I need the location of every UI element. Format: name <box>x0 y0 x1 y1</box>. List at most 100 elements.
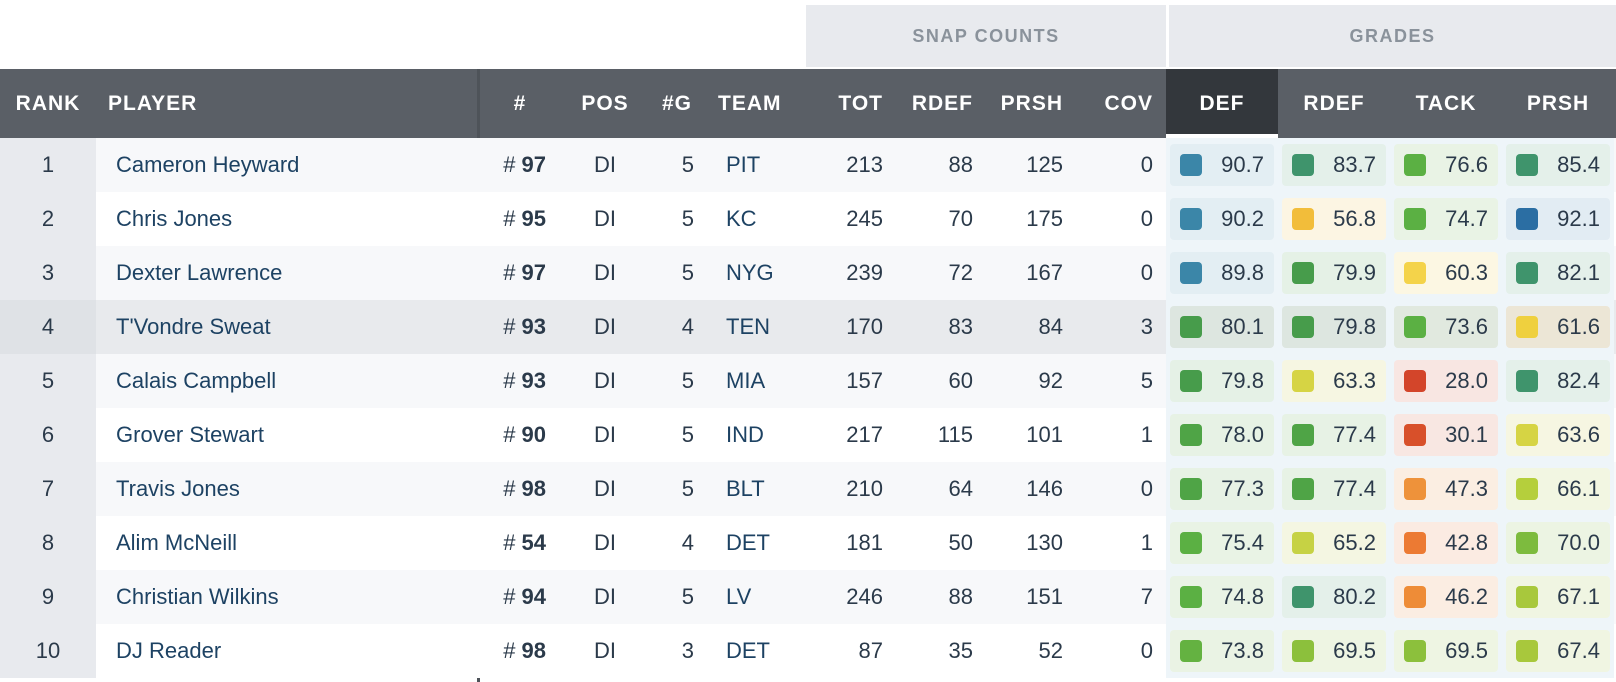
table-row[interactable]: 4 T'Vondre Sweat #93 DI 4 TEN 170 83 84 3 80.1 79.8… <box>0 300 1616 354</box>
grade-def-value: 74.8 <box>1221 584 1264 609</box>
table-row[interactable]: 2 Chris Jones #95 DI 5 KC 245 70 175 0 90.2 56.8 74.… <box>0 192 1616 246</box>
table-row[interactable]: 7 Travis Jones #98 DI 5 BLT 210 64 146 0 77.3 77.4 4… <box>0 462 1616 516</box>
player-name-link[interactable]: Alim McNeill <box>116 530 237 555</box>
grade-color-swatch-icon <box>1180 586 1202 608</box>
player-name-link[interactable]: Chris Jones <box>116 206 233 231</box>
position-cell: DI <box>594 206 616 231</box>
grade-color-swatch-icon <box>1404 262 1426 284</box>
player-name-link[interactable]: Travis Jones <box>116 476 240 501</box>
player-name-link[interactable]: Calais Campbell <box>116 368 277 393</box>
team-link[interactable]: TEN <box>726 314 770 339</box>
team-link[interactable]: LV <box>726 584 752 609</box>
snaps-prsh-cell: 146 <box>1026 476 1063 501</box>
player-name-link[interactable]: DJ Reader <box>116 638 222 663</box>
grade-prsh-value: 82.4 <box>1557 368 1600 393</box>
player-name-link[interactable]: Christian Wilkins <box>116 584 279 609</box>
rank-cell: 7 <box>0 462 96 516</box>
col-header-grade-prsh[interactable]: PRSH <box>1526 91 1590 115</box>
grade-color-swatch-icon <box>1516 586 1538 608</box>
column-header-row: RANK PLAYER # POS #G TEAM TOT RDEF PRSH … <box>0 69 1616 138</box>
jersey-hash: # <box>503 206 516 231</box>
grade-color-swatch-icon <box>1292 370 1314 392</box>
snaps-prsh-cell: 175 <box>1026 206 1063 231</box>
grade-tack-pill: 46.2 <box>1394 576 1498 618</box>
jersey-number-value: 90 <box>521 422 546 447</box>
table-row[interactable]: 10 DJ Reader #98 DI 3 DET 87 35 52 0 73.8 69.5 69.5 6… <box>0 624 1616 678</box>
team-link[interactable]: IND <box>726 422 764 447</box>
grade-color-swatch-icon <box>1404 208 1426 230</box>
col-header-tot[interactable]: TOT <box>838 91 883 115</box>
grade-prsh-pill: 92.1 <box>1506 198 1610 240</box>
grade-prsh-pill: 70.0 <box>1506 522 1610 564</box>
col-header-cov[interactable]: COV <box>1104 91 1153 115</box>
snaps-total-cell: 213 <box>846 152 883 177</box>
grade-tack-pill: 42.8 <box>1394 522 1498 564</box>
team-link[interactable]: KC <box>726 206 757 231</box>
player-name-link[interactable]: Cameron Heyward <box>116 152 300 177</box>
grade-def-value: 90.7 <box>1221 152 1264 177</box>
grade-color-swatch-icon <box>1292 424 1314 446</box>
grade-color-swatch-icon <box>1516 478 1538 500</box>
player-name-link[interactable]: Dexter Lawrence <box>116 260 283 285</box>
grade-prsh-pill: 82.4 <box>1506 360 1610 402</box>
grade-prsh-value: 63.6 <box>1557 422 1600 447</box>
grade-def-value: 79.8 <box>1221 368 1264 393</box>
team-link[interactable]: DET <box>726 638 770 663</box>
grade-def-value: 89.8 <box>1221 260 1264 285</box>
col-header-rank[interactable]: RANK <box>15 91 81 115</box>
col-header-pos[interactable]: POS <box>581 91 629 115</box>
games-cell: 5 <box>681 206 694 231</box>
grade-color-swatch-icon <box>1292 586 1314 608</box>
games-cell: 5 <box>681 260 694 285</box>
grade-color-swatch-icon <box>1404 424 1426 446</box>
col-header-team[interactable]: TEAM <box>718 91 782 115</box>
snaps-rdef-cell: 70 <box>948 206 973 231</box>
table-row[interactable]: 5 Calais Campbell #93 DI 5 MIA 157 60 92 5 79.8 63.… <box>0 354 1616 408</box>
snaps-prsh-cell: 101 <box>1026 422 1063 447</box>
col-header-prsh[interactable]: PRSH <box>1000 91 1063 115</box>
position-cell: DI <box>594 260 616 285</box>
grade-rdef-pill: 77.4 <box>1282 414 1386 456</box>
jersey-hash: # <box>503 584 516 609</box>
table-row[interactable]: 8 Alim McNeill #54 DI 4 DET 181 50 130 1 75.4 65.2 4… <box>0 516 1616 570</box>
player-name-link[interactable]: T'Vondre Sweat <box>116 314 271 339</box>
jersey-hash: # <box>503 638 516 663</box>
position-cell: DI <box>594 530 616 555</box>
grade-def-value: 77.3 <box>1221 476 1264 501</box>
games-cell: 3 <box>681 638 694 663</box>
position-cell: DI <box>594 584 616 609</box>
team-link[interactable]: BLT <box>726 476 765 501</box>
grade-color-swatch-icon <box>1404 316 1426 338</box>
col-header-rdef[interactable]: RDEF <box>911 91 973 115</box>
table-row[interactable]: 9 Christian Wilkins #94 DI 5 LV 246 88 151 7 74.8 8… <box>0 570 1616 624</box>
table-row[interactable]: 3 Dexter Lawrence #97 DI 5 NYG 239 72 167 0 89.8 79… <box>0 246 1616 300</box>
team-link[interactable]: PIT <box>726 152 761 177</box>
grade-color-swatch-icon <box>1516 370 1538 392</box>
col-header-games[interactable]: #G <box>661 91 692 115</box>
grade-def-pill: 90.2 <box>1170 198 1274 240</box>
table-row[interactable]: 1 Cameron Heyward #97 DI 5 PIT 213 88 125 0 90.7 83… <box>0 138 1616 192</box>
snaps-total-cell: 239 <box>846 260 883 285</box>
grade-color-swatch-icon <box>1292 208 1314 230</box>
team-link[interactable]: DET <box>726 530 770 555</box>
col-header-number[interactable]: # <box>513 91 527 115</box>
grade-rdef-value: 77.4 <box>1333 422 1376 447</box>
team-link[interactable]: MIA <box>726 368 766 393</box>
team-link[interactable]: NYG <box>726 260 774 285</box>
col-header-player[interactable]: PLAYER <box>108 91 198 115</box>
grade-prsh-value: 92.1 <box>1557 206 1600 231</box>
col-header-grade-def[interactable]: DEF <box>1166 69 1278 138</box>
grade-tack-value: 76.6 <box>1445 152 1488 177</box>
grade-prsh-pill: 63.6 <box>1506 414 1610 456</box>
grade-tack-value: 60.3 <box>1445 260 1488 285</box>
jersey-hash: # <box>503 530 516 555</box>
snaps-total-cell: 246 <box>846 584 883 609</box>
snaps-cov-cell: 7 <box>1140 584 1153 609</box>
col-header-grade-tack[interactable]: TACK <box>1415 91 1477 115</box>
grade-rdef-pill: 79.9 <box>1282 252 1386 294</box>
table-row[interactable]: 6 Grover Stewart #90 DI 5 IND 217 115 101 1 78.0 77… <box>0 408 1616 462</box>
col-header-grade-rdef[interactable]: RDEF <box>1303 91 1365 115</box>
grade-color-swatch-icon <box>1292 640 1314 662</box>
snaps-rdef-cell: 64 <box>948 476 973 501</box>
player-name-link[interactable]: Grover Stewart <box>116 422 264 447</box>
